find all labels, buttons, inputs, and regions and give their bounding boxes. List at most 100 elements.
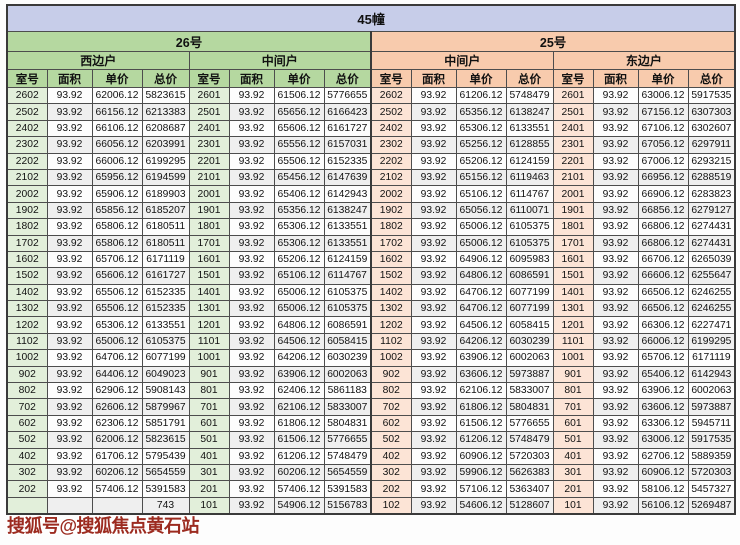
total-price-cell: 6194599 <box>141 168 190 187</box>
room-cell: 1202 <box>6 316 48 334</box>
total-price-cell: 6307303 <box>687 103 736 121</box>
total-price-cell: 6105375 <box>505 218 554 236</box>
total-price-cell: 6077199 <box>505 300 554 318</box>
column-header: 室号 <box>552 69 594 88</box>
total-price-cell: 5861183 <box>323 382 372 400</box>
unit-price-cell: 67056.12 <box>637 136 689 154</box>
room-cell: 2502 <box>6 103 48 121</box>
area-cell: 93.92 <box>228 250 275 269</box>
room-cell: 1701 <box>552 234 594 252</box>
unit-price-cell: 62706.12 <box>637 447 689 465</box>
area-cell: 93.92 <box>592 447 639 465</box>
unit-price-cell: 65656.12 <box>273 103 325 121</box>
room-cell: 401 <box>552 447 594 465</box>
table-row: 1802 93.92 65806.12 6180511 1801 93.92 65306.1… <box>6 218 736 236</box>
unit-price-cell: 56106.12 <box>637 496 689 515</box>
total-price-cell: 5823615 <box>141 86 190 105</box>
area-cell: 93.92 <box>592 218 639 236</box>
unit-price-cell: 61506.12 <box>455 414 507 433</box>
column-header: 单价 <box>455 69 507 88</box>
room-cell: 1801 <box>188 218 230 236</box>
unit-price-cell: 65906.12 <box>91 185 143 203</box>
room-cell: 2201 <box>188 152 230 170</box>
column-header: 室号 <box>188 69 230 88</box>
area-cell: 93.92 <box>228 463 275 482</box>
area-cell: 93.92 <box>592 201 639 220</box>
unit-price-cell: 63306.12 <box>637 414 689 433</box>
unit-price-cell: 65806.12 <box>91 218 143 236</box>
area-cell: 93.92 <box>228 185 275 203</box>
room-cell: 702 <box>370 398 412 416</box>
unit-price-cell: 57406.12 <box>273 480 325 498</box>
room-cell: 1402 <box>370 283 412 302</box>
room-cell: 602 <box>370 414 412 433</box>
total-price-cell: 6302607 <box>687 119 736 138</box>
area-cell: 93.92 <box>228 119 275 138</box>
unit-price-cell: 66056.12 <box>91 136 143 154</box>
total-price-cell: 5833007 <box>323 398 372 416</box>
area-cell: 93.92 <box>410 152 457 170</box>
area-cell: 93.92 <box>228 168 275 187</box>
room-cell: 2402 <box>370 119 412 138</box>
unit-price-cell: 65206.12 <box>455 152 507 170</box>
area-cell: 93.92 <box>592 86 639 105</box>
unit-price-cell: 66806.12 <box>637 234 689 252</box>
table-row: 743 101 93.92 54906.12 5156783 102 93.92 54606.… <box>6 496 736 515</box>
area-cell: 93.92 <box>410 414 457 433</box>
room-cell: 902 <box>6 365 48 384</box>
total-price-cell: 5973887 <box>505 365 554 384</box>
total-price-cell: 5748479 <box>505 86 554 105</box>
total-price-cell: 6147639 <box>323 168 372 187</box>
column-header: 面积 <box>410 69 457 88</box>
area-cell: 93.92 <box>228 480 275 498</box>
total-price-cell: 5654559 <box>141 463 190 482</box>
area-cell: 93.92 <box>228 267 275 285</box>
total-price-cell: 5363407 <box>505 480 554 498</box>
total-price-cell: 6105375 <box>141 332 190 351</box>
total-price-cell: 6124159 <box>323 250 372 269</box>
unit-price-cell: 65406.12 <box>273 185 325 203</box>
room-cell: 1101 <box>552 332 594 351</box>
room-cell: 1901 <box>552 201 594 220</box>
room-cell: 1302 <box>370 300 412 318</box>
room-cell: 2602 <box>370 86 412 105</box>
area-cell: 93.92 <box>592 332 639 351</box>
area-cell: 93.92 <box>228 447 275 465</box>
total-price-cell: 5748479 <box>323 447 372 465</box>
area-cell: 93.92 <box>592 250 639 269</box>
total-price-cell: 6255647 <box>687 267 736 285</box>
room-cell: 202 <box>370 480 412 498</box>
area-cell: 93.92 <box>592 480 639 498</box>
area-cell: 93.92 <box>46 283 93 302</box>
unit-price-cell: 65956.12 <box>91 168 143 187</box>
total-price-cell: 6199295 <box>141 152 190 170</box>
table-row: 1902 93.92 65856.12 6185207 1901 93.92 65356.1… <box>6 201 736 220</box>
area-cell: 93.92 <box>228 283 275 302</box>
total-price-cell: 5720303 <box>505 447 554 465</box>
room-cell: 1702 <box>370 234 412 252</box>
area-cell: 93.92 <box>46 152 93 170</box>
unit-price-cell: 60906.12 <box>637 463 689 482</box>
total-price-cell: 6058415 <box>505 316 554 334</box>
room-cell: 101 <box>188 496 230 515</box>
total-price-cell: 6246255 <box>687 283 736 302</box>
unit-price-cell: 63006.12 <box>637 86 689 105</box>
area-cell: 93.92 <box>46 250 93 269</box>
total-price-cell: 6133551 <box>141 316 190 334</box>
table-row: 2202 93.92 66006.12 6199295 2201 93.92 65506.1… <box>6 152 736 170</box>
area-cell: 93.92 <box>592 365 639 384</box>
area-cell: 93.92 <box>410 382 457 400</box>
total-price-cell: 5776655 <box>505 414 554 433</box>
unit-price-cell: 67006.12 <box>637 152 689 170</box>
unit-price-cell: 66606.12 <box>637 267 689 285</box>
unit-price-cell: 66306.12 <box>637 316 689 334</box>
room-cell: 1502 <box>370 267 412 285</box>
table-row: 602 93.92 62306.12 5851791 601 93.92 61806.12 5… <box>6 414 736 433</box>
total-price-cell: 5917535 <box>687 431 736 449</box>
area-cell: 93.92 <box>46 103 93 121</box>
unit-price-cell: 60206.12 <box>91 463 143 482</box>
room-cell: 1602 <box>6 250 48 269</box>
area-cell: 93.92 <box>410 168 457 187</box>
total-price-cell: 6246255 <box>687 300 736 318</box>
total-price-cell: 6199295 <box>687 332 736 351</box>
